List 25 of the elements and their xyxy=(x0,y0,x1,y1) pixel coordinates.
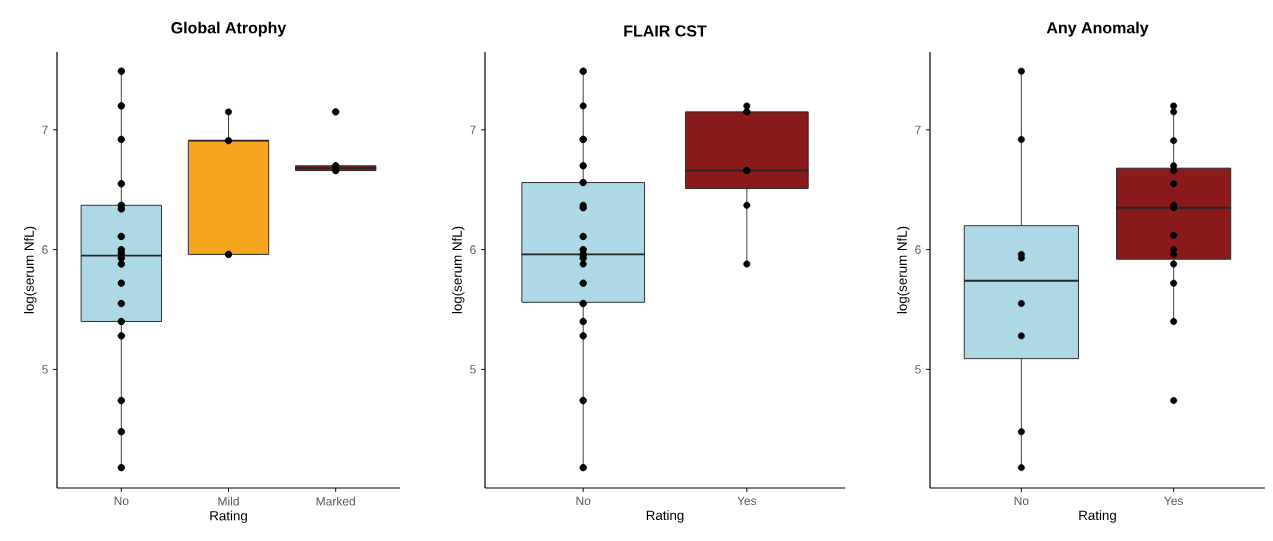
y-tick-label: 5 xyxy=(915,365,921,374)
x-axis-title: Rating xyxy=(210,510,247,524)
chart-title: Any Anomaly xyxy=(1046,21,1149,37)
x-axis-title: Rating xyxy=(1079,510,1116,523)
x-tick-label: Yes xyxy=(1164,496,1183,506)
y-tick-label: 6 xyxy=(470,245,476,254)
y-tick-label: 7 xyxy=(470,125,476,134)
y-tick-label: 7 xyxy=(42,125,48,134)
y-tick-label: 6 xyxy=(915,245,921,254)
chart-title: FLAIR CST xyxy=(624,25,707,37)
y-tick-label: 7 xyxy=(915,125,921,134)
x-tick-label: No xyxy=(114,496,129,506)
y-axis-title: log(serum NfL) xyxy=(24,226,37,314)
y-tick-label: 6 xyxy=(42,245,48,254)
x-tick-label: Mild xyxy=(218,496,239,506)
chart-title: Global Atrophy xyxy=(171,21,287,37)
y-axis-title: log(serum NfL) xyxy=(897,226,910,314)
x-tick-label: No xyxy=(1014,496,1029,506)
x-tick-label: Yes xyxy=(737,496,757,506)
y-tick-label: 5 xyxy=(470,365,476,374)
x-axis-title: Rating xyxy=(646,510,684,523)
x-tick-label: No xyxy=(576,496,591,506)
x-tick-label: Marked xyxy=(316,496,355,506)
y-tick-label: 5 xyxy=(42,365,48,374)
y-axis-title: log(serum NfL) xyxy=(452,226,465,314)
